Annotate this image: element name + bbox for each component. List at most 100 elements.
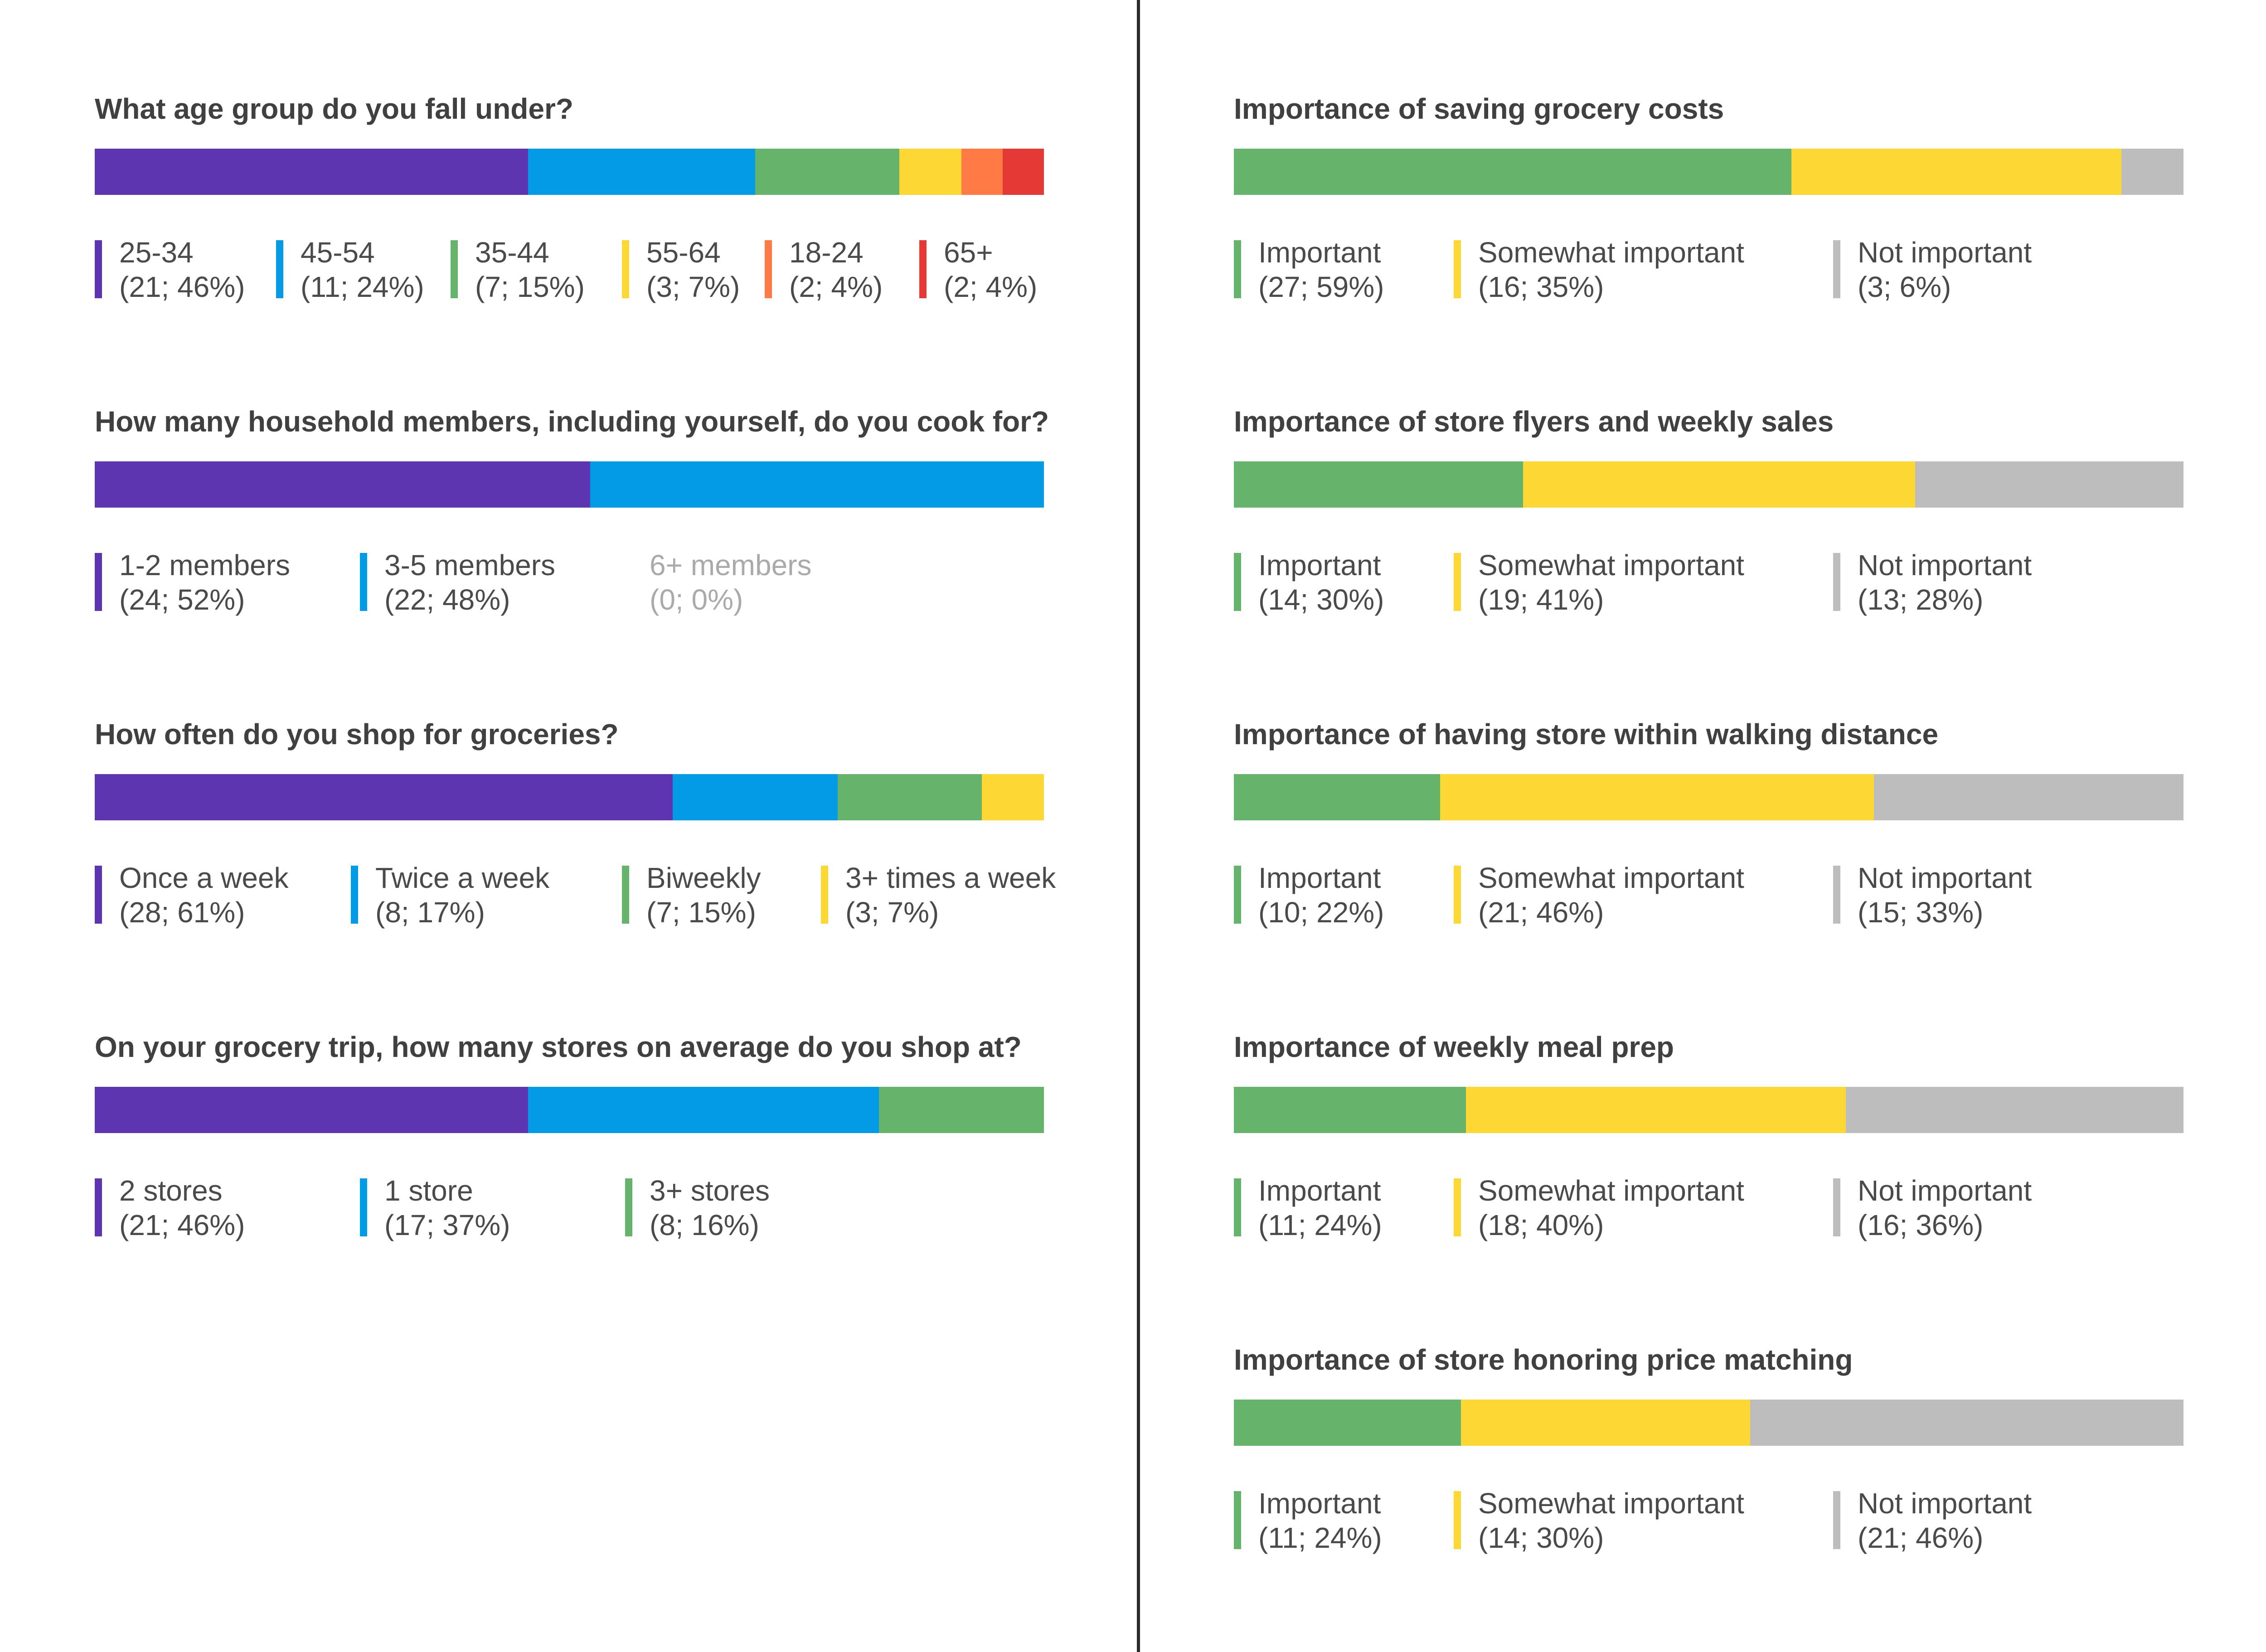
bar-segment	[672, 774, 838, 820]
legend-item: 25-34 (21; 46%)	[95, 236, 245, 303]
bar-segment	[1234, 1400, 1461, 1446]
bar-segment	[2121, 149, 2184, 195]
legend-label: 1 store	[384, 1174, 473, 1207]
legend-label: 65+	[944, 236, 993, 269]
bar-segment	[1915, 461, 2184, 508]
bar-segment	[1846, 1087, 2184, 1133]
legend-item: Not important (13; 28%)	[1833, 549, 2032, 616]
bar-segment	[528, 1087, 879, 1133]
bar-segment	[1750, 1400, 2184, 1446]
stacked-bar	[95, 1087, 1044, 1133]
legend-value: (7; 15%)	[646, 896, 756, 929]
bar-segment	[961, 149, 1003, 195]
legend-item: 3+ times a week (3; 7%)	[821, 862, 1056, 929]
legend-value: (18; 40%)	[1478, 1209, 1604, 1241]
legend-item: Once a week (28; 61%)	[95, 862, 289, 929]
chart-title: Importance of store flyers and weekly sa…	[1234, 405, 1834, 438]
legend-value: (14; 30%)	[1478, 1521, 1604, 1554]
legend-item: Somewhat important (14; 30%)	[1454, 1487, 1744, 1554]
legend-value: (14; 30%)	[1258, 583, 1384, 616]
legend-value: (28; 61%)	[119, 896, 245, 929]
chart-title: How often do you shop for groceries?	[95, 718, 619, 751]
legend-label: Important	[1258, 549, 1381, 581]
legend-value: (19; 41%)	[1478, 583, 1604, 616]
legend-value: (21; 46%)	[119, 1209, 245, 1241]
legend-value: (7; 15%)	[475, 271, 585, 303]
legend-item: 45-54 (11; 24%)	[276, 236, 424, 303]
legend-label: Important	[1258, 236, 1381, 269]
legend-value: (2; 4%)	[789, 271, 883, 303]
bar-segment	[1466, 1087, 1846, 1133]
legend-item: Important (14; 30%)	[1234, 549, 1384, 616]
bar-segment	[95, 149, 528, 195]
legend-label: Somewhat important	[1478, 862, 1744, 894]
legend-label: Important	[1258, 862, 1381, 894]
legend-item: Somewhat important (19; 41%)	[1454, 549, 1744, 616]
legend-item: Not important (16; 36%)	[1833, 1174, 2032, 1241]
chart-title: Importance of weekly meal prep	[1234, 1031, 1674, 1063]
legend-value: (11; 24%)	[1258, 1209, 1382, 1241]
legend-item: 55-64 (3; 7%)	[622, 236, 740, 303]
legend-value: (15; 33%)	[1858, 896, 1984, 929]
legend-label: Not important	[1858, 236, 2032, 269]
bar-segment	[755, 149, 900, 195]
chart-title: Importance of store honoring price match…	[1234, 1343, 1853, 1376]
chart-title: Importance of saving grocery costs	[1234, 92, 1724, 125]
legend-item: 3-5 members (22; 48%)	[360, 549, 555, 616]
column-divider	[1137, 0, 1140, 1652]
chart-title: How many household members, including yo…	[95, 405, 1049, 438]
legend-label: Not important	[1858, 1487, 2032, 1520]
legend-label: Somewhat important	[1478, 549, 1744, 581]
legend-label: 45-54	[301, 236, 375, 269]
legend-label: Biweekly	[646, 862, 761, 894]
bar-segment	[1791, 149, 2122, 195]
bar-segment	[1234, 149, 1791, 195]
legend-value: (17; 37%)	[384, 1209, 510, 1241]
bar-segment	[1523, 461, 1915, 508]
legend-label: Important	[1258, 1487, 1381, 1520]
legend-label: 3-5 members	[384, 549, 555, 581]
legend-value: (21; 46%)	[1858, 1521, 1984, 1554]
legend-label: 6+ members	[650, 549, 812, 581]
bar-segment	[95, 461, 590, 508]
legend-label: 2 stores	[119, 1174, 223, 1207]
legend-value: (21; 46%)	[1478, 896, 1604, 929]
legend-item: 18-24 (2; 4%)	[765, 236, 883, 303]
legend-item: 3+ stores (8; 16%)	[625, 1174, 770, 1241]
legend-item: 1-2 members (24; 52%)	[95, 549, 290, 616]
bar-segment	[1440, 774, 1874, 820]
bar-segment	[837, 774, 982, 820]
legend-label: Important	[1258, 1174, 1381, 1207]
legend-item: Biweekly (7; 15%)	[622, 862, 761, 929]
legend-value: (11; 24%)	[301, 271, 424, 303]
bar-segment	[899, 149, 961, 195]
legend-value: (2; 4%)	[944, 271, 1038, 303]
legend-value: (13; 28%)	[1858, 583, 1984, 616]
legend-label: 3+ times a week	[845, 862, 1056, 894]
legend-label: 1-2 members	[119, 549, 290, 581]
legend-item: 65+ (2; 4%)	[919, 236, 1037, 303]
bar-segment	[982, 774, 1044, 820]
stacked-bar	[95, 149, 1044, 195]
legend-label: Not important	[1858, 549, 2032, 581]
legend-label: Not important	[1858, 862, 2032, 894]
legend-item: Somewhat important (16; 35%)	[1454, 236, 1744, 303]
legend-item: 1 store (17; 37%)	[360, 1174, 510, 1241]
legend-value: (11; 24%)	[1258, 1521, 1382, 1554]
legend-label: Somewhat important	[1478, 1487, 1744, 1520]
bar-segment	[1461, 1400, 1750, 1446]
bar-segment	[1002, 149, 1044, 195]
legend-value: (16; 36%)	[1858, 1209, 1984, 1241]
bar-segment	[1234, 1087, 1466, 1133]
legend-value: (3; 7%)	[845, 896, 939, 929]
legend-item: Important (10; 22%)	[1234, 862, 1384, 929]
legend-value: (8; 17%)	[375, 896, 485, 929]
legend-item: Important (11; 24%)	[1234, 1174, 1382, 1241]
stacked-bar	[95, 774, 1044, 820]
legend-label: 18-24	[789, 236, 864, 269]
legend-label: 35-44	[475, 236, 549, 269]
stacked-bar	[1234, 1087, 2184, 1133]
legend-item: Not important (15; 33%)	[1833, 862, 2032, 929]
legend-item: Important (11; 24%)	[1234, 1487, 1382, 1554]
legend-value: (8; 16%)	[650, 1209, 759, 1241]
